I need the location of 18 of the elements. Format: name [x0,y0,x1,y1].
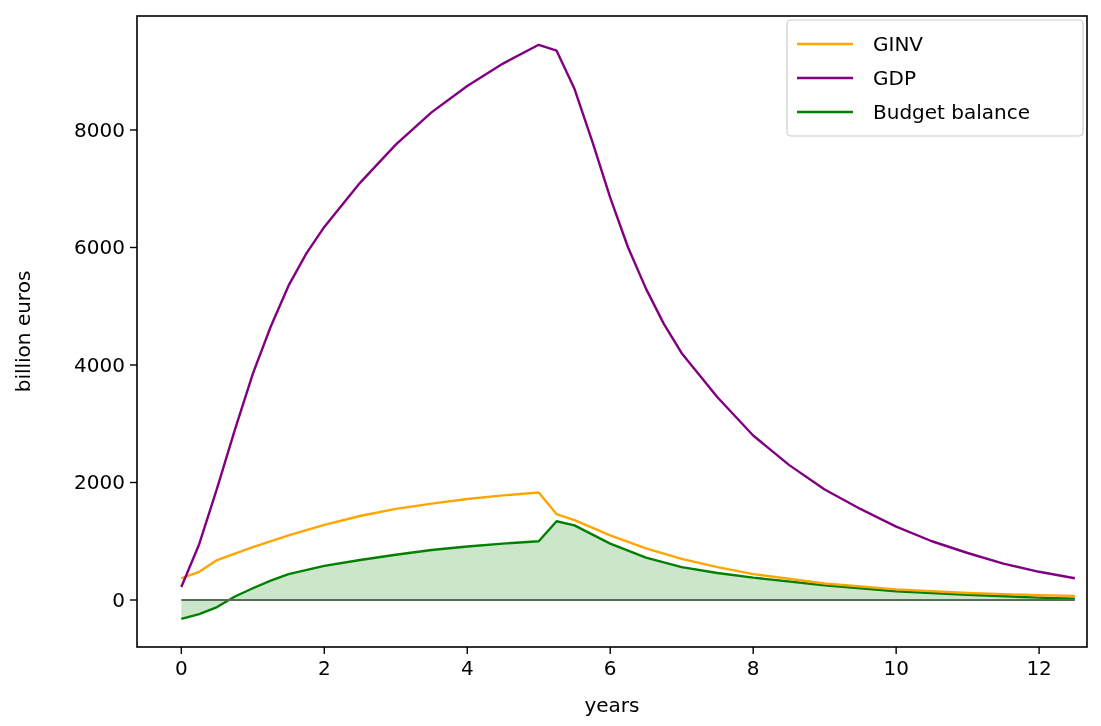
x-tick-label: 2 [317,656,331,680]
y-tick-label: 4000 [74,352,125,377]
legend-label: Budget balance [873,100,1031,124]
line-series [180,491,1077,598]
y-tick-label: 0 [112,588,125,612]
x-tick-label: 10 [883,656,909,680]
x-tick-label: 12 [1026,656,1052,680]
x-tick-label: 0 [174,656,188,680]
legend-label: GINV [873,32,924,56]
y-tick-label: 8000 [74,117,125,142]
legend-label: GDP [873,66,916,90]
x-tick-label: 6 [603,656,617,680]
x-tick-label: 4 [460,656,474,680]
y-axis-title: billion euros [11,270,35,393]
y-tick-label: 6000 [74,235,125,260]
x-axis-title: years [584,693,640,717]
y-tick-label: 2000 [74,470,125,495]
x-tick-label: 8 [746,656,760,680]
